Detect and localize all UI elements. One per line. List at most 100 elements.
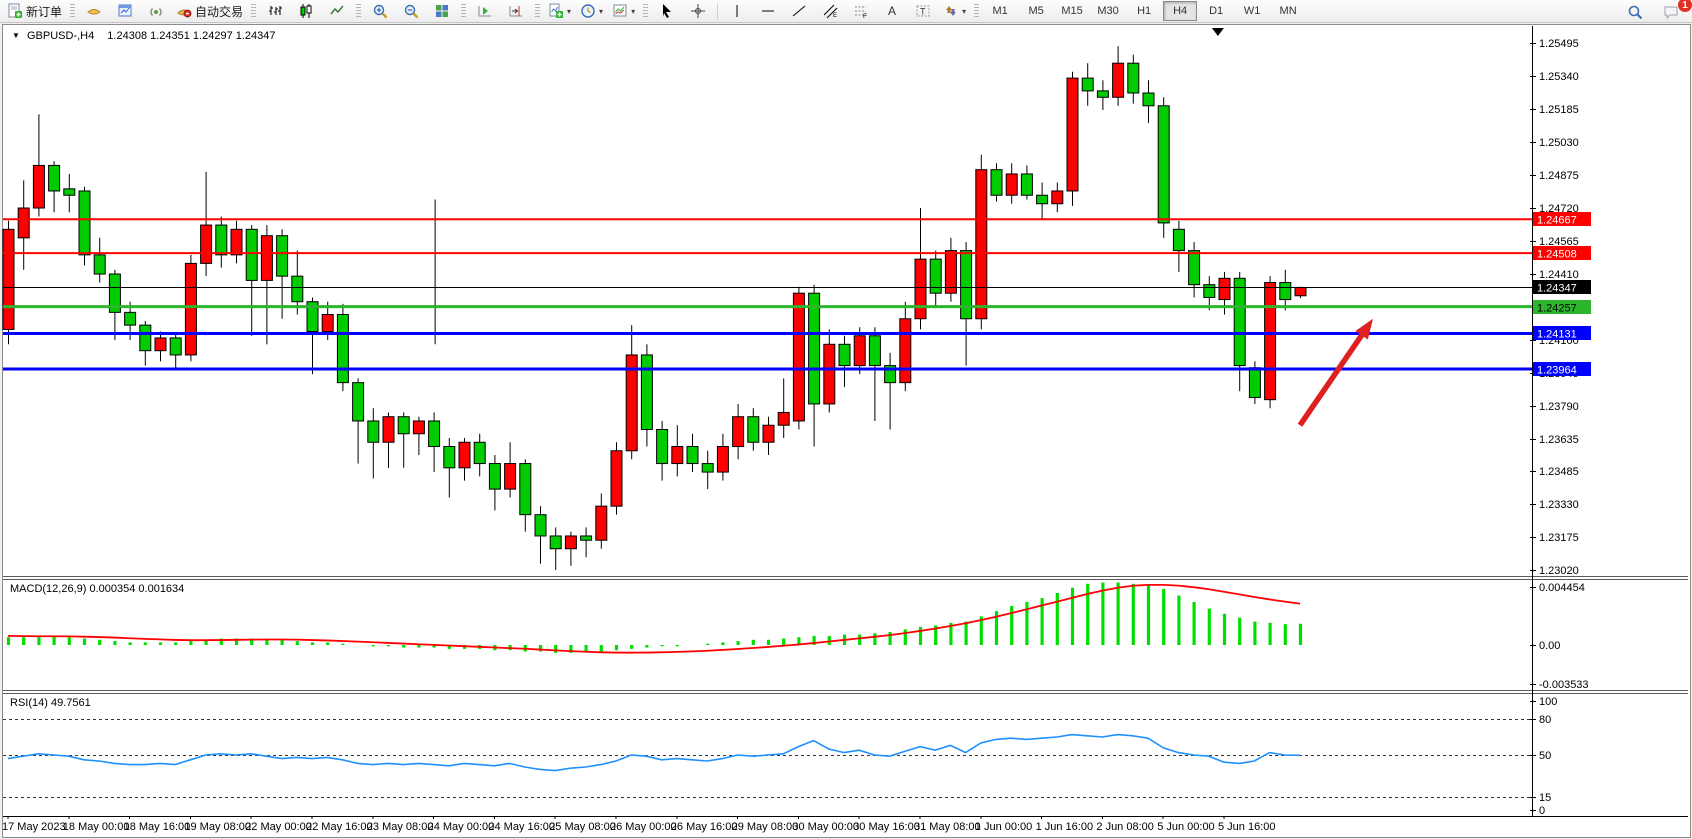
chart-shift-marker	[1211, 28, 1224, 36]
svg-text:22 May 16:00: 22 May 16:00	[306, 821, 373, 833]
svg-text:30 May 16:00: 30 May 16:00	[853, 821, 920, 833]
tile-windows-button[interactable]	[427, 0, 457, 22]
svg-text:1.23485: 1.23485	[1539, 466, 1579, 478]
svg-text:1.23020: 1.23020	[1539, 565, 1579, 577]
text-label-tool-button[interactable]: T	[908, 0, 938, 22]
zoom-out-icon	[403, 3, 420, 20]
tf-button-MN[interactable]: MN	[1279, 5, 1297, 17]
autotrading-button[interactable]: 自动交易	[172, 0, 247, 22]
new-order-icon	[7, 3, 23, 19]
auto-scroll-icon	[477, 3, 493, 19]
arrow-annotation[interactable]	[1297, 318, 1373, 427]
level-lines	[3, 218, 1532, 371]
trendline-tool-button[interactable]	[784, 0, 814, 22]
svg-text:1.25185: 1.25185	[1539, 104, 1579, 116]
tf-button-M1[interactable]: M1	[992, 5, 1008, 17]
history-center-button[interactable]	[79, 0, 109, 22]
autotrading-label: 自动交易	[195, 4, 244, 19]
fibonacci-icon: F	[853, 3, 869, 19]
search-icon	[1626, 3, 1644, 21]
periods-button[interactable]: ▾	[576, 0, 607, 22]
chart-shift-button[interactable]	[501, 0, 531, 22]
cursor-tool-button[interactable]	[652, 0, 682, 22]
svg-text:26 May 00:00: 26 May 00:00	[610, 821, 677, 833]
svg-text:17 May 2023: 17 May 2023	[2, 821, 66, 833]
svg-text:25 May 08:00: 25 May 08:00	[549, 821, 616, 833]
svg-text:1.24508: 1.24508	[1537, 249, 1577, 261]
text-label-icon: T	[915, 3, 931, 19]
svg-text:22 May 00:00: 22 May 00:00	[245, 821, 312, 833]
vertical-line-tool-button[interactable]	[722, 0, 752, 22]
svg-text:24 May 00:00: 24 May 00:00	[428, 821, 495, 833]
trendline-icon	[791, 3, 807, 19]
svg-text:1.24257: 1.24257	[1537, 303, 1577, 315]
tf-button-H4[interactable]: H4	[1163, 1, 1198, 21]
svg-text:29 May 08:00: 29 May 08:00	[732, 821, 799, 833]
svg-text:1.23964: 1.23964	[1537, 365, 1577, 377]
svg-text:1.23635: 1.23635	[1539, 434, 1579, 446]
horizontal-line-tool-button[interactable]	[753, 0, 783, 22]
candlestick-chart-icon	[298, 3, 314, 19]
toolbar-drag-handle	[643, 3, 649, 19]
tf-button-M5[interactable]: M5	[1028, 5, 1044, 17]
line-chart-mode-button[interactable]	[322, 0, 352, 22]
price-label-1.24667	[1533, 212, 1591, 226]
svg-text:31 May 08:00: 31 May 08:00	[914, 821, 981, 833]
svg-text:1.23330: 1.23330	[1539, 499, 1579, 511]
svg-text:18 May 16:00: 18 May 16:00	[124, 821, 191, 833]
search-button[interactable]	[1620, 1, 1650, 23]
crosshair-tool-button[interactable]	[683, 0, 713, 22]
tf-button-D1[interactable]: D1	[1209, 5, 1224, 17]
toolbar-drag-handle	[461, 3, 467, 19]
new-order-button[interactable]: 新订单	[3, 0, 66, 22]
line-chart-icon	[329, 3, 345, 19]
fibonacci-tool-button[interactable]: F	[846, 0, 876, 22]
zoom-in-button[interactable]	[365, 0, 395, 22]
collapse-triangle-icon[interactable]: ▼	[12, 31, 20, 40]
text-tool-button[interactable]: A	[877, 0, 907, 22]
svg-text:5 Jun 00:00: 5 Jun 00:00	[1157, 821, 1215, 833]
bar-chart-mode-button[interactable]	[260, 0, 290, 22]
price-axis: 1.254951.253401.251851.250301.248751.247…	[1530, 38, 1589, 817]
notifications-button[interactable]: 1	[1656, 0, 1692, 23]
rsi-indicator-label: RSI(14) 49.7561	[10, 697, 91, 709]
svg-text:1.25495: 1.25495	[1539, 38, 1579, 50]
signals-button[interactable]	[141, 0, 171, 22]
dropdown-caret-icon: ▾	[631, 6, 636, 16]
svg-text:E: E	[833, 13, 837, 19]
cursor-arrow-icon	[659, 3, 675, 19]
svg-text:2 Jun 08:00: 2 Jun 08:00	[1096, 821, 1154, 833]
svg-text:A: A	[888, 4, 896, 18]
market-watch-button[interactable]	[110, 0, 140, 22]
toolbar-drag-handle	[70, 3, 76, 19]
channel-tool-button[interactable]: E	[815, 0, 845, 22]
bar-chart-icon	[267, 3, 283, 19]
chart-window	[2, 24, 1691, 838]
svg-text:100: 100	[1539, 696, 1557, 708]
chart-symbol-period: GBPUSD-,H4	[26, 30, 95, 42]
chart-ohlc-values: 1.24308 1.24351 1.24297 1.24347	[107, 30, 276, 42]
svg-text:-0.003533: -0.003533	[1539, 679, 1589, 691]
svg-text:30 May 00:00: 30 May 00:00	[792, 821, 859, 833]
chat-bubble-icon	[1662, 3, 1680, 21]
tf-button-H1[interactable]: H1	[1137, 5, 1152, 17]
price-label-1.24257	[1533, 300, 1591, 314]
tf-button-W1[interactable]: W1	[1243, 5, 1261, 17]
tf-button-M30[interactable]: M30	[1097, 5, 1119, 17]
svg-text:26 May 16:00: 26 May 16:00	[671, 821, 738, 833]
candle-chart-mode-button[interactable]	[291, 0, 321, 22]
zoom-out-button[interactable]	[396, 0, 426, 22]
toolbar-drag-handle	[535, 3, 541, 19]
templates-button[interactable]: ▾	[608, 0, 639, 22]
svg-text:24 May 16:00: 24 May 16:00	[488, 821, 555, 833]
arrows-tool-button[interactable]: ▾	[939, 0, 970, 22]
svg-text:T: T	[920, 7, 926, 17]
indicators-button[interactable]: ▾	[544, 0, 575, 22]
auto-scroll-button[interactable]	[470, 0, 500, 22]
svg-text:0.004454: 0.004454	[1539, 582, 1585, 594]
tf-button-M15[interactable]: M15	[1061, 5, 1083, 17]
panel-separators	[3, 26, 1688, 817]
arrow-objects-icon	[943, 3, 959, 19]
